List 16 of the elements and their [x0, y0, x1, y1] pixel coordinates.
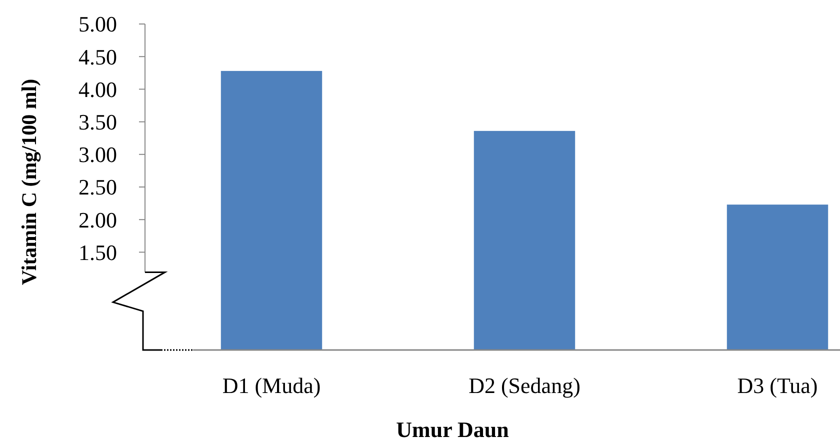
y-tick-label: 4.00 — [78, 76, 117, 102]
x-axis-title: Umur Daun — [396, 417, 509, 442]
y-tick-label: 4.50 — [78, 44, 117, 70]
y-tick-label: 2.50 — [78, 174, 117, 200]
bar — [474, 130, 576, 350]
x-tick-label: D1 (Muda) — [222, 373, 321, 398]
x-tick-label: D3 (Tua) — [737, 373, 818, 398]
x-tick-label: D2 (Sedang) — [468, 373, 580, 398]
y-tick-label: 3.00 — [78, 142, 117, 168]
y-tick-label: 2.00 — [78, 207, 117, 232]
y-tick-label: 1.50 — [78, 240, 117, 265]
y-tick-label: 3.50 — [78, 110, 117, 134]
y-tick-label: 5.00 — [78, 12, 117, 37]
y-axis-title: Vitamin C (mg/100 ml) — [17, 78, 41, 286]
bar — [220, 70, 322, 350]
bar — [726, 204, 828, 350]
